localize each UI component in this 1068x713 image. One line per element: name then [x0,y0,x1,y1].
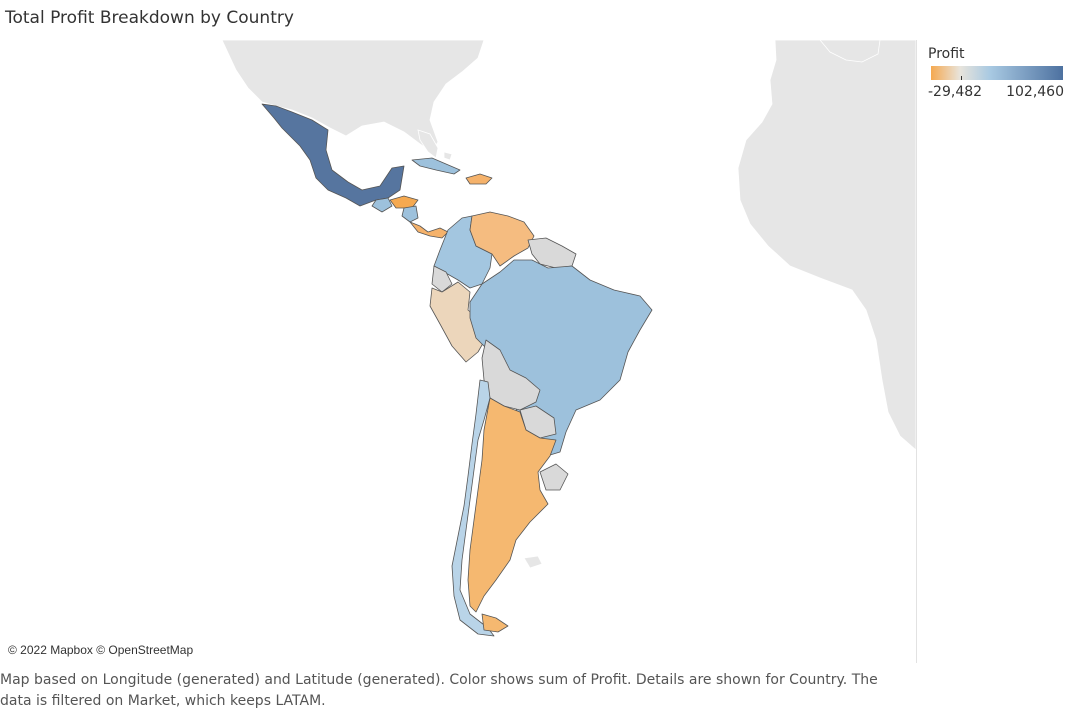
map-view[interactable]: © 2022 Mapbox © OpenStreetMap [0,40,917,663]
land-usa [221,40,485,153]
country-layer[interactable] [261,103,653,637]
land-iberia [819,40,881,63]
country-nicaragua[interactable] [401,205,419,223]
country-honduras[interactable] [389,195,419,209]
map-attribution[interactable]: © 2022 Mapbox © OpenStreetMap [8,643,194,657]
country-guatemala[interactable] [371,197,393,213]
page-title: Total Profit Breakdown by Country [5,8,294,28]
map-caption: Map based on Longitude (generated) and L… [0,672,878,709]
country-bolivia[interactable] [481,339,541,411]
country-argentina[interactable] [467,397,557,613]
country-ecuador[interactable] [431,265,453,293]
legend-title: Profit [928,46,965,62]
country-uruguay[interactable] [539,463,569,491]
legend-max-label: 102,460 [1006,84,1064,100]
country-cuba[interactable] [411,157,461,175]
land-bahamas [443,151,453,161]
legend-min-label: -29,482 [928,84,983,100]
legend-color-ramp [931,66,1063,80]
map-canvas[interactable] [0,40,916,663]
land-africa [737,40,916,451]
legend-zero-tick [961,76,962,80]
land-florida [417,129,439,159]
country-costa-rica-panama[interactable] [409,221,449,239]
country-venezuela[interactable] [469,211,535,267]
country-mexico[interactable] [261,103,405,207]
color-legend[interactable]: Profit -29,482 102,460 [928,46,1068,100]
country-tierra-del-fuego[interactable] [481,613,509,633]
land-falklands [523,555,543,569]
country-hispaniola[interactable] [465,173,493,185]
base-land [221,40,916,569]
legend-labels: -29,482 102,460 [928,84,1064,100]
